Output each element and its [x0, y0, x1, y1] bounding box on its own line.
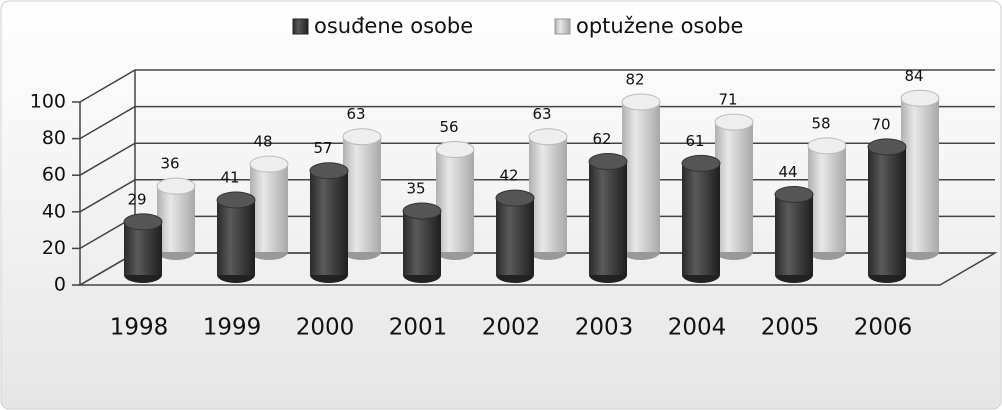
value-label: 70 — [871, 115, 890, 133]
x-tick-label: 2001 — [389, 315, 448, 341]
value-label: 58 — [811, 114, 830, 132]
bar-top — [123, 213, 163, 231]
legend-swatch — [554, 18, 571, 35]
value-label: 35 — [406, 179, 425, 197]
bar-top — [714, 113, 754, 131]
legend-swatch — [292, 18, 309, 35]
bar — [622, 101, 660, 252]
value-label: 44 — [778, 163, 797, 181]
bar — [808, 145, 846, 252]
bar-top — [156, 177, 196, 195]
x-tick-label: 2004 — [668, 315, 727, 341]
y-tick-label: 80 — [42, 127, 66, 149]
x-tick-label: 2002 — [482, 315, 541, 341]
value-label: 61 — [685, 132, 704, 150]
y-tick-label: 40 — [42, 200, 66, 222]
x-tick-label: 2006 — [854, 315, 913, 341]
bar-top — [621, 93, 661, 111]
bar — [403, 210, 441, 275]
bar-top — [342, 128, 382, 146]
bar-top — [309, 162, 349, 180]
bar — [901, 98, 939, 252]
bar — [775, 194, 813, 275]
bar — [529, 136, 567, 252]
value-label: 57 — [313, 139, 332, 157]
x-tick-label: 2003 — [575, 315, 634, 341]
x-tick-label: 1998 — [110, 315, 169, 341]
y-tick-label: 20 — [42, 237, 66, 259]
value-label: 71 — [718, 91, 737, 109]
value-label: 48 — [253, 133, 272, 151]
value-label: 29 — [127, 190, 146, 208]
y-tick-label: 0 — [54, 274, 66, 296]
value-label: 84 — [904, 67, 923, 85]
bar — [250, 164, 288, 252]
value-label: 63 — [532, 105, 551, 123]
bar-top — [681, 154, 721, 172]
y-tick-label: 60 — [42, 164, 66, 186]
bar-top — [867, 138, 907, 156]
y-tick-label: 100 — [30, 91, 66, 113]
value-label: 41 — [220, 168, 239, 186]
bar-top — [900, 89, 940, 107]
bar — [436, 149, 474, 252]
bar — [715, 122, 753, 252]
bar-top — [495, 189, 535, 207]
bar — [343, 136, 381, 252]
value-label: 62 — [592, 130, 611, 148]
legend-label: optužene osobe — [576, 14, 743, 38]
grid-line — [79, 69, 995, 103]
bar — [589, 161, 627, 275]
value-label: 36 — [160, 155, 179, 173]
bar-top — [807, 137, 847, 155]
grid-line — [79, 142, 995, 176]
value-label: 56 — [439, 118, 458, 136]
bar — [682, 163, 720, 275]
bar-top — [402, 202, 442, 220]
bar — [157, 186, 195, 252]
x-tick-label: 2005 — [761, 315, 820, 341]
bar-top — [774, 185, 814, 203]
value-label: 82 — [625, 70, 644, 88]
x-tick-label: 2000 — [296, 315, 355, 341]
x-tick-label: 1999 — [203, 315, 262, 341]
value-label: 63 — [346, 105, 365, 123]
bar-top — [216, 191, 256, 209]
bar — [310, 170, 348, 275]
grid-line — [79, 105, 995, 140]
bar — [496, 198, 534, 275]
bar-top — [528, 128, 568, 146]
bar-top — [435, 141, 475, 159]
bar-top — [249, 155, 289, 173]
bar-top — [588, 153, 628, 171]
legend-label: osuđene osobe — [314, 14, 473, 38]
value-label: 42 — [499, 167, 518, 185]
bar — [868, 146, 906, 275]
bar — [217, 199, 255, 275]
bar — [124, 221, 162, 275]
